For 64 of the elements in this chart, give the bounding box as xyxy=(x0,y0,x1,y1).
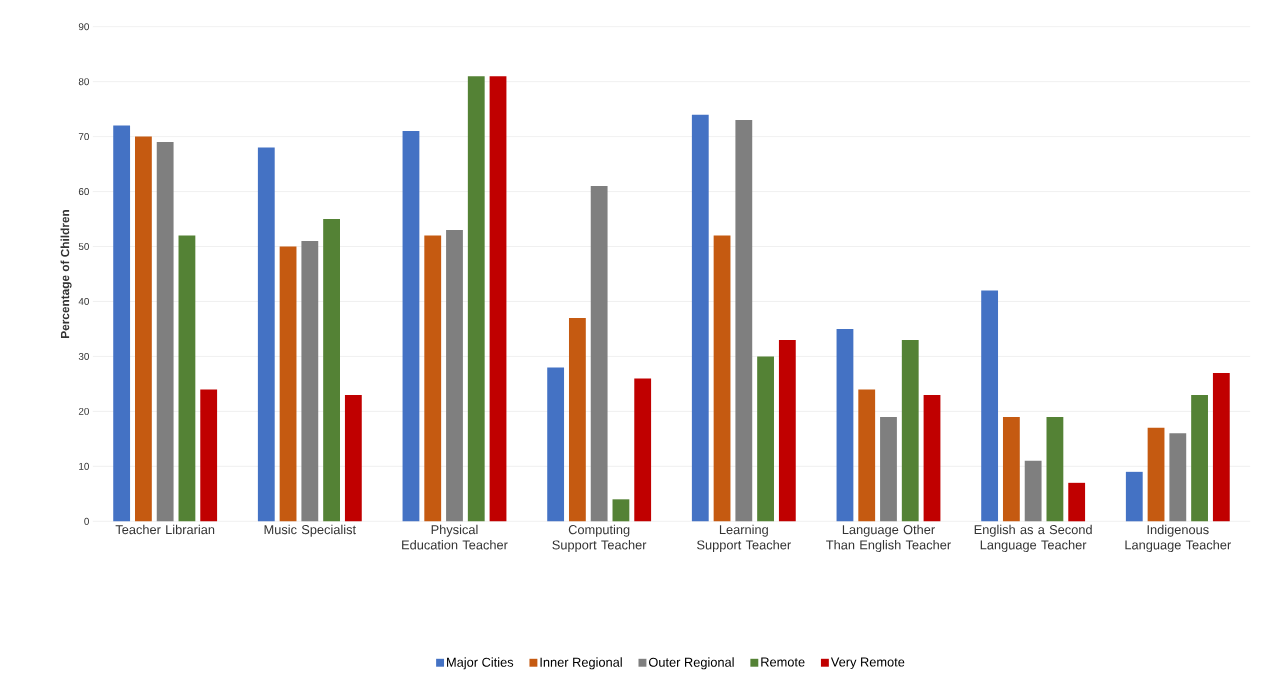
bar xyxy=(713,235,731,522)
bar xyxy=(1068,482,1086,522)
bar xyxy=(691,114,709,522)
bar xyxy=(836,328,854,522)
legend-label: Major Cities xyxy=(447,657,514,670)
x-tick-label: Language Other Than English Teacher xyxy=(826,524,951,552)
bar xyxy=(1169,433,1187,522)
legend-label: Outer Regional xyxy=(648,657,734,670)
bar xyxy=(489,75,507,522)
bar xyxy=(778,339,796,522)
bar xyxy=(568,317,586,522)
bar xyxy=(880,416,897,522)
y-tick-label: 10 xyxy=(79,462,89,470)
x-tick-label: English as a Second Language Teacher xyxy=(974,524,1092,552)
bar xyxy=(1046,416,1064,522)
bar xyxy=(981,290,999,522)
y-tick-label: 20 xyxy=(78,407,89,415)
bar xyxy=(1125,471,1143,522)
y-tick-label: 70 xyxy=(78,132,89,140)
bar xyxy=(901,339,919,522)
bar xyxy=(200,389,218,522)
x-tick-label: Indigenous Language Teacher xyxy=(1125,524,1231,552)
bar xyxy=(612,499,630,522)
x-tick-label: Computing Support Teacher xyxy=(552,524,647,552)
x-tick-label: Teacher Librarian xyxy=(115,524,215,534)
y-tick-label: 80 xyxy=(78,77,89,85)
bar xyxy=(1191,394,1208,522)
bar xyxy=(301,240,319,522)
bar xyxy=(1002,416,1020,522)
bar xyxy=(424,235,442,522)
bar xyxy=(547,367,565,522)
y-axis-title: Percentage of Children xyxy=(60,209,72,338)
y-tick-label: 0 xyxy=(84,517,89,525)
bar xyxy=(634,378,652,522)
y-tick-label: 50 xyxy=(78,242,89,250)
x-tick-label: Music Specialist xyxy=(264,524,356,537)
bar xyxy=(923,394,941,522)
legend-label: Inner Regional xyxy=(540,657,622,670)
bar xyxy=(156,141,174,522)
bar xyxy=(757,356,774,522)
bar xyxy=(344,394,362,522)
bar xyxy=(1024,460,1042,522)
bar xyxy=(858,389,876,522)
bar xyxy=(735,119,753,522)
legend-label: Very Remote xyxy=(830,657,905,669)
bar xyxy=(590,185,608,522)
bar xyxy=(113,125,131,522)
x-tick-label: Learning Support Teacher xyxy=(697,524,791,552)
bar xyxy=(1147,427,1165,522)
x-tick-label: Physical Education Teacher xyxy=(402,524,508,550)
bar xyxy=(279,246,297,522)
bar xyxy=(134,136,152,522)
bar xyxy=(446,229,463,522)
y-tick-label: 30 xyxy=(78,352,89,360)
bar xyxy=(323,218,340,522)
y-tick-label: 40 xyxy=(78,297,89,305)
y-tick-label: 60 xyxy=(78,187,89,195)
bar xyxy=(1212,372,1230,522)
y-tick-label: 90 xyxy=(78,22,89,30)
bar xyxy=(178,235,196,522)
legend-label: Remote xyxy=(761,657,805,667)
bar xyxy=(402,130,420,522)
bar xyxy=(257,147,275,522)
bar xyxy=(467,75,485,522)
